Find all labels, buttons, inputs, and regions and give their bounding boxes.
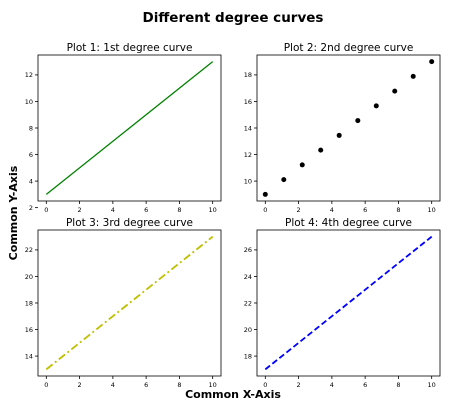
plot-2-x-tick-label: 10 [428, 206, 436, 214]
plot-4-x-tick-label: 4 [330, 381, 334, 389]
plot-2-title: Plot 2: 2nd degree curve [284, 42, 414, 54]
subplot-1: Plot 1: 1st degree curve 0 2 4 6 8 10 2 4 6 8 10 12 [25, 42, 222, 214]
plot-3-x-tick-label: 10 [209, 381, 217, 389]
plot-1-y-tick-label: 4 [29, 177, 33, 185]
subplot-2: Plot 2: 2nd degree curve 0 2 4 6 8 10 10 12 14 16 1… [244, 42, 441, 214]
plot-2-x-tick-label: 4 [330, 206, 334, 214]
plot-2-data-point [392, 88, 398, 94]
plot-1-series-line [45, 61, 214, 195]
plot-3-x-tick-label: 2 [78, 381, 82, 389]
plot-3-y-tick-label: 20 [25, 273, 33, 281]
plot-2-y-tick-label: 16 [244, 98, 252, 106]
plot-3-y-tick-label: 22 [25, 246, 33, 254]
plot-2-y-tick-label: 10 [244, 177, 252, 185]
plot-3-y-tick-label: 18 [25, 299, 33, 307]
plot-2-data-point [281, 177, 287, 183]
plot-1-x-tick-label: 2 [78, 206, 82, 214]
plot-2-x-tick-label: 6 [363, 206, 367, 214]
plot-3-y-tick-label: 14 [25, 352, 33, 360]
common-x-axis-label: Common X-Axis [185, 388, 281, 401]
plot-4-y-tick-label: 22 [244, 299, 252, 307]
plot-3-x-tick-label: 8 [177, 381, 181, 389]
plot-1-y-tick-label: 12 [25, 71, 33, 79]
plot-1-x-tick-label: 4 [111, 206, 115, 214]
plot-2-data-point [336, 132, 342, 138]
plot-3-y-tick-label: 16 [25, 326, 33, 334]
plot-4-x-tick-label: 2 [297, 381, 301, 389]
plot-2-data-point [410, 73, 416, 79]
plot-1-y-tick-label: 10 [25, 98, 33, 106]
plot-1-title: Plot 1: 1st degree curve [67, 42, 193, 54]
plot-3-series-line [45, 235, 214, 371]
plot-4-y-tick-label: 24 [244, 273, 252, 281]
plot-4-y-tick-label: 18 [244, 352, 252, 360]
figure-title: Different degree curves [143, 10, 324, 26]
plot-4-y-tick-label: 20 [244, 326, 252, 334]
plot-1-x-tick-label: 6 [144, 206, 148, 214]
plot-4-x-tick-label: 0 [263, 381, 267, 389]
plot-4-x-tick-label: 6 [363, 381, 367, 389]
common-y-axis-label: Common Y-Axis [7, 165, 20, 260]
subplot-3: Plot 3: 3rd degree curve 0 2 4 6 8 10 14 16 18 20 2… [25, 217, 222, 389]
plot-1-x-tick-label: 0 [44, 206, 48, 214]
plot-2-data-point [373, 103, 379, 109]
plot-1-y-tick-label: 8 [29, 124, 33, 132]
plot-4-frame [256, 229, 441, 377]
plot-1-x-tick-label: 8 [177, 206, 181, 214]
plot-3-x-tick-label: 0 [44, 381, 48, 389]
plot-4-x-tick-label: 10 [428, 381, 436, 389]
plot-2-data-point [318, 147, 324, 153]
plot-2-y-tick-label: 14 [244, 124, 252, 132]
plot-2-y-tick-label: 18 [244, 71, 252, 79]
plot-3-x-tick-label: 6 [144, 381, 148, 389]
plot-2-data-point [355, 118, 361, 124]
plot-1-y-tick-label: 2 [29, 204, 33, 212]
plot-2-data-point [429, 59, 435, 65]
plot-2-y-tick-label: 12 [244, 151, 252, 159]
plot-1-x-tick-label: 10 [209, 206, 217, 214]
plot-4-y-tick-label: 26 [244, 246, 252, 254]
plot-2-frame [256, 54, 441, 202]
plot-3-title: Plot 3: 3rd degree curve [66, 217, 193, 229]
plot-2-x-tick-label: 8 [396, 206, 400, 214]
plot-1-y-tick-label: 6 [29, 151, 33, 159]
plot-2-data-point [262, 191, 268, 197]
plot-2-x-tick-label: 0 [263, 206, 267, 214]
plot-4-title: Plot 4: 4th degree curve [285, 217, 412, 229]
plot-2-data-point [299, 162, 305, 168]
plot-4-x-tick-label: 8 [396, 381, 400, 389]
plot-3-x-tick-label: 4 [111, 381, 115, 389]
plot-2-x-tick-label: 2 [297, 206, 301, 214]
